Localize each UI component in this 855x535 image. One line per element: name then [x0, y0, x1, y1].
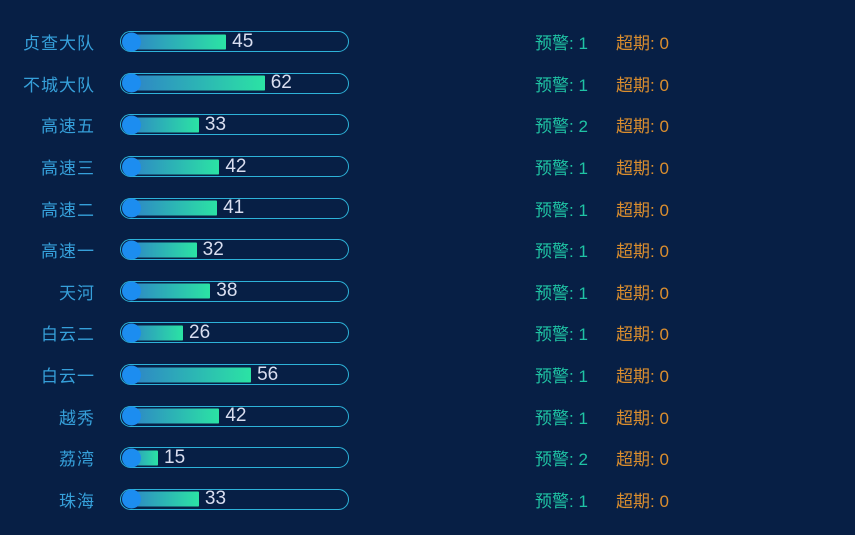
progress-bar-knob-icon [122, 281, 141, 301]
progress-bar-value: 42 [225, 405, 247, 427]
category-label: 白云一 [41, 367, 95, 387]
progress-bar-value: 33 [204, 113, 227, 135]
warning-count: 预警: 1 [535, 408, 588, 428]
warning-count: 预警: 1 [535, 242, 588, 262]
progress-bar-value: 38 [216, 280, 238, 302]
chart-row: 白云二 26 预警: 1 超期: 0 [0, 312, 855, 354]
chart-row: 不城大队 62 预警: 1 超期: 0 [0, 63, 855, 105]
progress-bar-knob-icon [122, 115, 141, 135]
overdue-count: 超期: 0 [616, 367, 669, 387]
progress-bar-fill [124, 491, 199, 507]
progress-bar-value: 15 [164, 446, 186, 468]
progress-bar-fill [124, 242, 197, 258]
chart-row: 白云一 56 预警: 1 超期: 0 [0, 354, 855, 396]
progress-bar: 45 [120, 30, 349, 53]
chart-row: 高速五 33 预警: 2 超期: 0 [0, 104, 855, 146]
category-label: 贞查大队 [23, 34, 95, 54]
chart-row: 高速二 41 预警: 1 超期: 0 [0, 187, 855, 229]
warning-count: 预警: 2 [535, 117, 588, 137]
progress-bar-knob-icon [122, 198, 141, 218]
progress-bar-value: 41 [223, 197, 245, 219]
category-label: 珠海 [59, 491, 95, 511]
progress-bar: 56 [120, 363, 349, 386]
warning-count: 预警: 1 [535, 34, 588, 54]
progress-bar-knob-icon [122, 365, 141, 385]
category-label: 越秀 [59, 408, 95, 428]
progress-bar: 38 [120, 280, 349, 302]
overdue-count: 超期: 0 [616, 283, 669, 303]
overdue-count: 超期: 0 [616, 200, 669, 220]
overdue-count: 超期: 0 [616, 408, 669, 428]
progress-bar-knob-icon [122, 406, 141, 426]
progress-bar-fill [124, 75, 265, 91]
progress-bar-knob-icon [122, 157, 141, 177]
category-label: 白云二 [41, 325, 95, 345]
overdue-count: 超期: 0 [616, 159, 669, 179]
progress-bar-knob-icon [122, 323, 141, 343]
overdue-count: 超期: 0 [616, 75, 669, 95]
progress-bar-knob-icon [122, 489, 141, 509]
overdue-count: 超期: 0 [616, 34, 669, 54]
progress-bar-knob-icon [122, 240, 141, 260]
warning-count: 预警: 1 [535, 75, 588, 95]
chart-row: 珠海 33 预警: 1 超期: 0 [0, 479, 855, 521]
category-label: 天河 [59, 283, 95, 303]
overdue-count: 超期: 0 [616, 242, 669, 262]
warning-count: 预警: 1 [535, 200, 588, 220]
progress-bar-value: 45 [232, 30, 254, 52]
overdue-count: 超期: 0 [616, 450, 669, 470]
progress-bar-fill [124, 367, 252, 383]
category-label: 不城大队 [23, 75, 95, 95]
progress-bar: 15 [120, 446, 349, 469]
warning-count: 预警: 1 [535, 491, 588, 511]
progress-bar: 26 [120, 321, 349, 344]
category-label: 高速二 [41, 200, 95, 220]
warning-count: 预警: 2 [535, 450, 588, 470]
chart-row: 贞查大队 45 预警: 1 超期: 0 [0, 21, 855, 63]
warning-count: 预警: 1 [535, 325, 588, 345]
progress-bar-knob-icon [122, 32, 141, 52]
progress-bar: 41 [120, 197, 349, 219]
progress-bar-fill [124, 408, 220, 424]
overdue-count: 超期: 0 [616, 325, 669, 345]
progress-bar: 33 [120, 113, 349, 136]
progress-bar-value: 26 [189, 321, 211, 343]
progress-bar: 33 [120, 488, 349, 510]
progress-bar-fill [124, 159, 220, 175]
progress-bar-knob-icon [122, 73, 141, 93]
progress-bar-fill [124, 283, 211, 299]
progress-bar: 42 [120, 155, 349, 178]
progress-bar-value: 56 [257, 363, 279, 385]
progress-bar-value: 42 [225, 155, 247, 177]
category-label: 荔湾 [59, 450, 95, 470]
progress-bar-value: 32 [202, 238, 224, 260]
warning-count: 预警: 1 [535, 367, 588, 387]
category-label: 高速三 [41, 159, 95, 179]
progress-bar-value: 62 [270, 72, 292, 94]
progress-bar-fill [124, 117, 199, 133]
warning-count: 预警: 1 [535, 159, 588, 179]
progress-bar-fill [124, 200, 218, 216]
progress-bar-value: 33 [204, 488, 227, 510]
progress-bar-knob-icon [122, 448, 141, 468]
category-label: 高速一 [41, 242, 95, 262]
category-label: 高速五 [41, 117, 95, 137]
chart-row: 高速一 32 预警: 1 超期: 0 [0, 229, 855, 271]
chart-row: 高速三 42 预警: 1 超期: 0 [0, 146, 855, 188]
chart-row: 越秀 42 预警: 1 超期: 0 [0, 395, 855, 437]
warning-count: 预警: 1 [535, 283, 588, 303]
overdue-count: 超期: 0 [616, 117, 669, 137]
overdue-count: 超期: 0 [616, 491, 669, 511]
chart-row: 荔湾 15 预警: 2 超期: 0 [0, 437, 855, 479]
progress-bar: 32 [120, 238, 349, 261]
progress-bar: 62 [120, 72, 349, 94]
progress-bar-fill [124, 34, 227, 50]
progress-bar: 42 [120, 405, 349, 427]
chart-row: 天河 38 预警: 1 超期: 0 [0, 271, 855, 313]
